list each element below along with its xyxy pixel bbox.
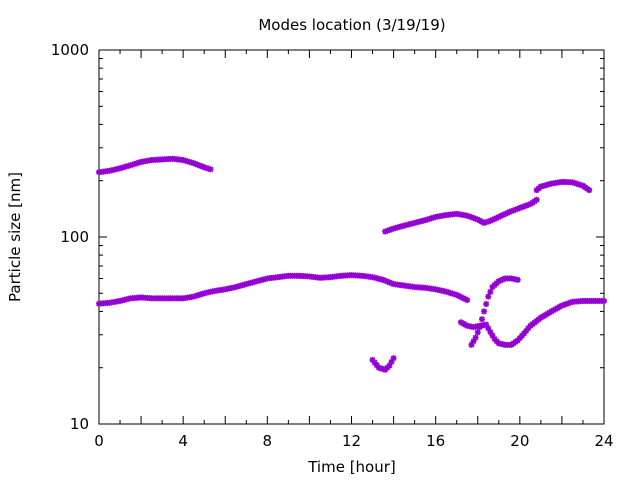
data-point — [481, 308, 488, 315]
data-point — [601, 297, 607, 304]
chart-title: Modes location (3/19/19) — [258, 16, 445, 34]
axis-ticks — [98, 50, 605, 425]
data-point — [476, 324, 483, 331]
data-point — [487, 288, 494, 295]
y-tick-label: 1000 — [51, 41, 89, 59]
data-points — [96, 155, 607, 373]
x-axis-label: Time [hour] — [307, 458, 396, 476]
data-point — [533, 196, 540, 203]
y-axis-label: Particle size [nm] — [6, 172, 24, 302]
x-tick-label: 16 — [426, 432, 445, 450]
data-point — [478, 316, 485, 323]
data-point — [472, 334, 479, 341]
plot-frame — [98, 49, 605, 425]
data-point — [586, 187, 593, 194]
y-tick-label: 100 — [60, 228, 89, 246]
y-tick-label: 10 — [70, 415, 89, 433]
x-tick-label: 20 — [510, 432, 529, 450]
data-point — [485, 293, 492, 300]
y-tick-labels: 10 100 1000 — [51, 41, 89, 433]
x-tick-label: 0 — [94, 432, 104, 450]
x-tick-labels: 0 4 8 12 16 20 24 — [94, 432, 613, 450]
x-tick-label: 4 — [178, 432, 188, 450]
x-tick-label: 24 — [594, 432, 613, 450]
data-point — [474, 329, 481, 336]
data-point — [207, 166, 214, 173]
data-point — [514, 276, 521, 283]
x-tick-label: 8 — [263, 432, 273, 450]
x-tick-label: 12 — [342, 432, 361, 450]
data-point — [390, 355, 397, 362]
data-point — [464, 297, 471, 304]
data-point — [483, 301, 490, 308]
